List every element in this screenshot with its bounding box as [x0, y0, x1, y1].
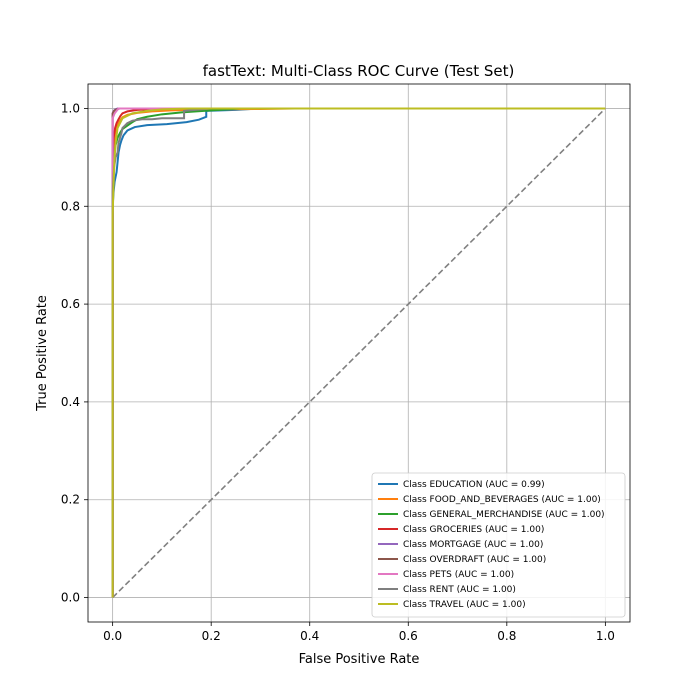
roc-curves	[111, 107, 606, 599]
y-tick-label: 0.0	[61, 591, 80, 605]
x-tick-label: 0.2	[202, 629, 221, 643]
legend-entry: Class OVERDRAFT (AUC = 1.00)	[403, 555, 546, 565]
legend: Class EDUCATION (AUC = 0.99) Class FOOD_A…	[371, 472, 626, 618]
legend-entry: Class TRAVEL (AUC = 1.00)	[403, 600, 526, 610]
y-tick-label: 0.2	[61, 493, 80, 507]
legend-entry: Class RENT (AUC = 1.00)	[403, 585, 516, 595]
roc-curve-0	[111, 107, 606, 598]
legend-entry: Class GENERAL_MERCHANDISE (AUC = 1.00)	[403, 510, 605, 520]
x-tick-label: 0.4	[300, 629, 319, 643]
x-tick-label: 0.6	[399, 629, 418, 643]
y-axis-label: True Positive Rate	[35, 295, 50, 412]
y-tick-label: 0.4	[61, 395, 80, 409]
legend-box	[371, 472, 626, 618]
x-axis-label: False Positive Rate	[299, 652, 420, 667]
axis-ticks: 0.0 0.2 0.4 0.6 0.8 1.0 0.0 0.2 0.4 0.6 0.8 1.0	[61, 101, 615, 643]
legend-entry: Class GROCERIES (AUC = 1.00)	[403, 525, 544, 535]
legend-entry: Class PETS (AUC = 1.00)	[403, 570, 514, 580]
plot-frame	[87, 83, 631, 623]
legend-entry: Class MORTGAGE (AUC = 1.00)	[403, 540, 543, 550]
roc-curve-8	[111, 107, 606, 598]
x-tick-label: 1.0	[596, 629, 615, 643]
legend-entry: Class FOOD_AND_BEVERAGES (AUC = 1.00)	[403, 495, 601, 505]
y-tick-label: 1.0	[61, 101, 80, 115]
y-tick-label: 0.6	[61, 297, 80, 311]
chance-diagonal-line	[112, 107, 606, 599]
y-tick-label: 0.8	[61, 199, 80, 213]
x-tick-label: 0.0	[103, 629, 122, 643]
legend-entry: Class EDUCATION (AUC = 0.99)	[403, 480, 545, 490]
x-tick-label: 0.8	[497, 629, 516, 643]
chart-title: fastText: Multi-Class ROC Curve (Test Se…	[203, 62, 515, 80]
